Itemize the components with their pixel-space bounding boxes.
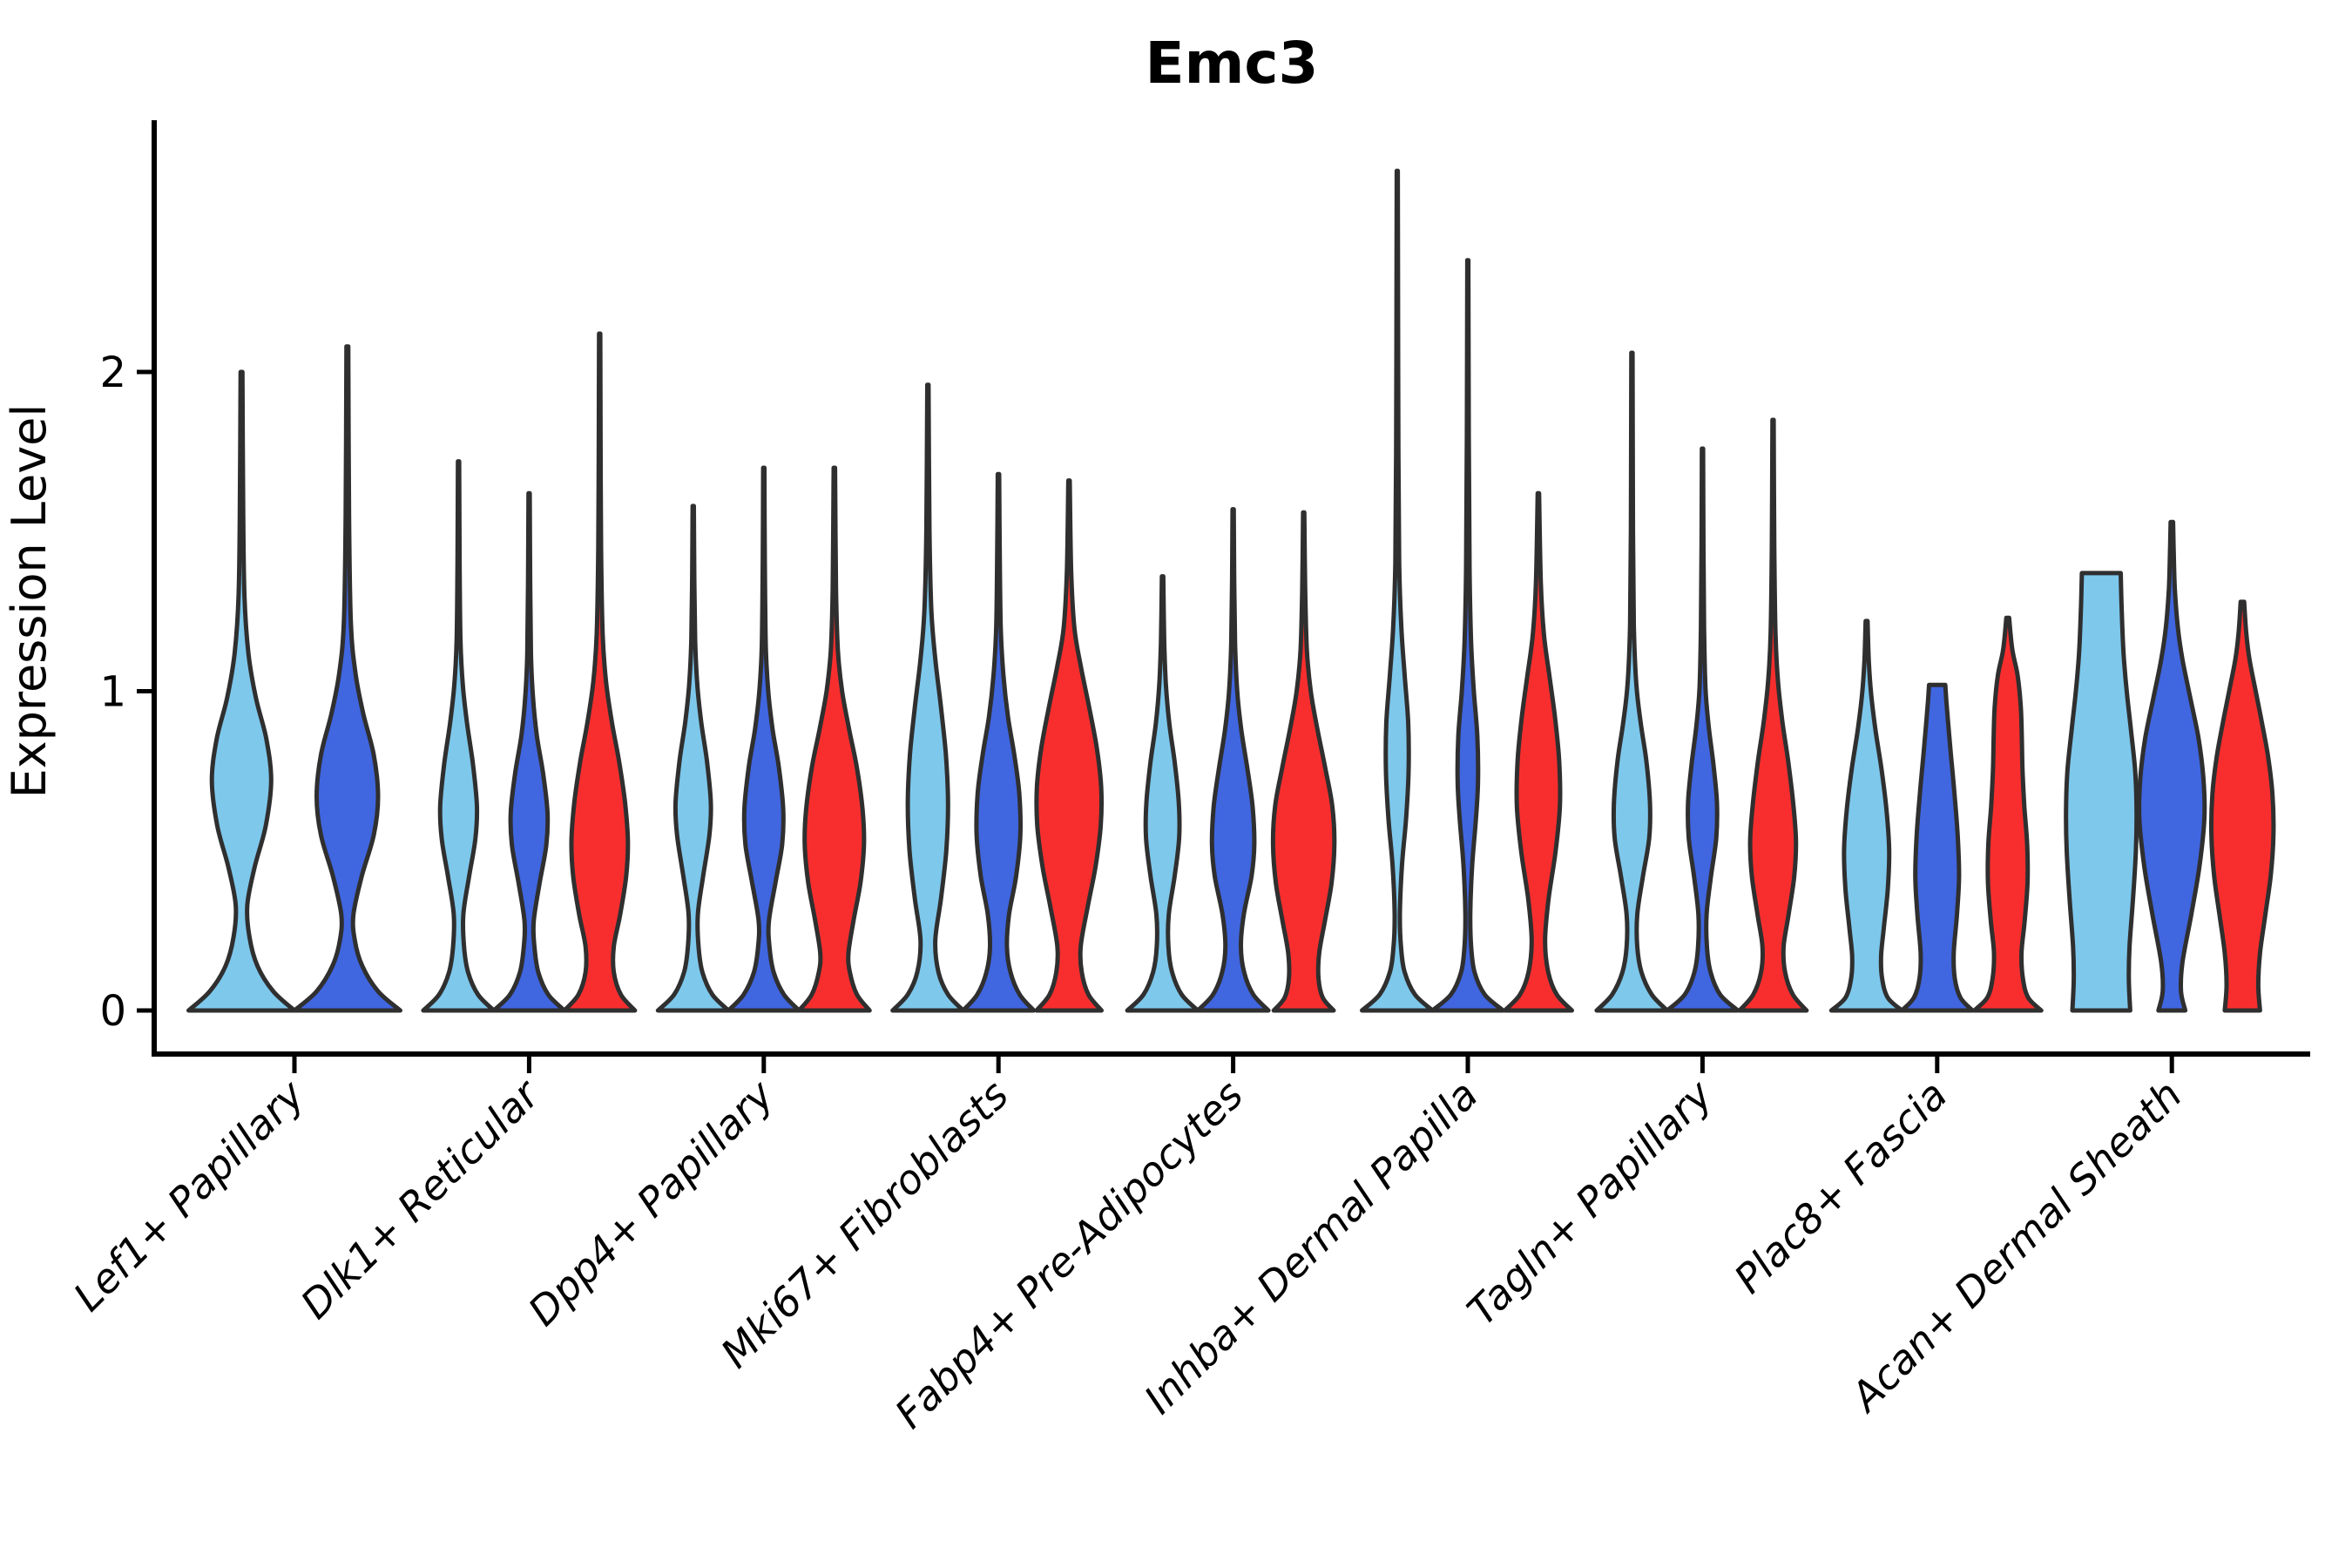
violin-light_blue	[1360, 168, 1435, 1013]
x-tick-label: Plac8+ Fascia	[1725, 1071, 1956, 1302]
violin-light_blue	[421, 459, 497, 1013]
y-axis-label: Expression Level	[2, 404, 57, 799]
x-tick-label: Lef1+ Papillary	[64, 1071, 314, 1320]
y-tick-label: 0	[99, 987, 126, 1036]
violin-dark_blue	[2137, 519, 2207, 1013]
violin-red	[1503, 490, 1574, 1013]
violin-light_blue	[1125, 574, 1200, 1013]
x-tick-label: Tagln+ Papillary	[1458, 1071, 1722, 1335]
x-tick-label: Dpp4+ Papillary	[519, 1071, 783, 1335]
violin-light_blue	[1828, 618, 1904, 1013]
violin-light_blue	[655, 504, 731, 1013]
y-tick-label: 1	[99, 668, 126, 717]
violin-dark_blue	[1899, 682, 1975, 1013]
violin-dark_blue	[1430, 258, 1505, 1013]
violin-light_blue	[186, 369, 297, 1013]
x-tick-label: Dlk1+ Reticular	[292, 1069, 551, 1328]
violin-red	[1034, 478, 1105, 1013]
violin-dark_blue	[1665, 446, 1740, 1013]
violin-light_blue	[1594, 350, 1670, 1013]
violin-dark_blue	[961, 471, 1037, 1013]
violin-light_blue	[2064, 571, 2139, 1013]
violin-red	[1971, 615, 2044, 1013]
violin-dark_blue	[292, 344, 402, 1013]
y-tick-label: 2	[99, 348, 126, 397]
axes-layer	[137, 120, 2310, 1073]
violin-red	[1270, 510, 1337, 1013]
violin-light_blue	[890, 382, 966, 1013]
violins-layer	[186, 168, 2276, 1013]
violin-red	[2208, 599, 2276, 1013]
violin-dark_blue	[491, 490, 567, 1013]
chart-title: Emc3	[1146, 30, 1319, 97]
violin-dark_blue	[726, 465, 801, 1013]
violin-dark_blue	[1195, 507, 1271, 1013]
violin-red	[562, 331, 638, 1013]
violin-red	[1737, 417, 1809, 1013]
violin-red	[796, 465, 872, 1013]
